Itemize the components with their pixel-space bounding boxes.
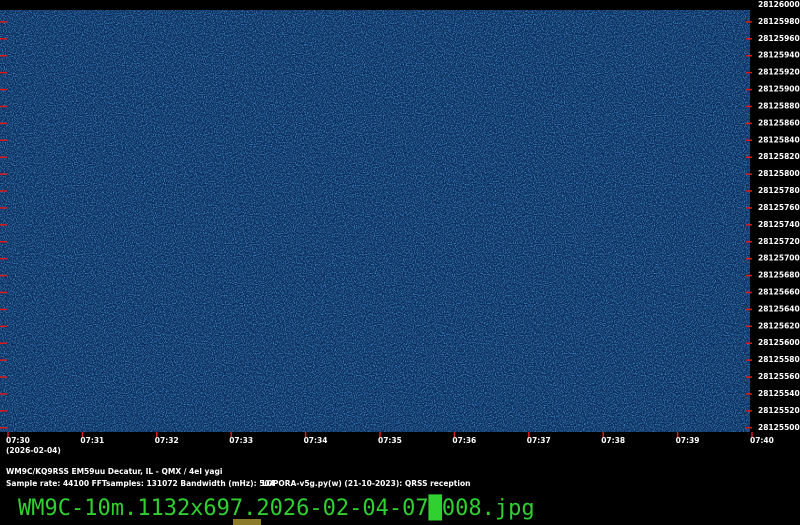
x-tick-label: 07:39 (676, 436, 700, 445)
x-tick-label: 07:34 (304, 436, 328, 445)
y-tick-label: 28125780 (758, 186, 800, 195)
y-tick-label: 28125760 (758, 203, 800, 212)
y-tick-label: 28125700 (758, 254, 800, 263)
x-tick-label: 07:38 (601, 436, 625, 445)
y-tick-label: 28125860 (758, 118, 800, 127)
x-tick-label: 07:31 (80, 436, 104, 445)
x-tick-label: 07:33 (229, 436, 253, 445)
y-tick-label: 28125520 (758, 406, 800, 415)
x-tick-label: 07:40 (750, 436, 774, 445)
spectrogram-noise (0, 10, 750, 432)
info-line: LOPORA-v5g.py(w) (21-10-2023): QRSS rece… (262, 479, 470, 488)
y-tick-label: 28125960 (758, 34, 800, 43)
y-tick-label: 28125540 (758, 389, 800, 398)
y-tick-label: 28125880 (758, 101, 800, 110)
y-tick-label: 28125560 (758, 372, 800, 381)
scroll-thumb (233, 519, 261, 525)
file-caption: WM9C-10m.1132x697.2026-02-04-07█008.jpg (18, 494, 535, 521)
y-tick-label: 28125640 (758, 304, 800, 313)
y-tick-label: 28125620 (758, 321, 800, 330)
x-axis-label: (2026-02-04) (6, 446, 61, 455)
x-tick-label: 07:36 (452, 436, 476, 445)
y-tick-label: 28125980 (758, 17, 800, 26)
x-tick-label: 07:30 (6, 436, 30, 445)
y-tick-label: 28125820 (758, 152, 800, 161)
x-tick-label: 07:35 (378, 436, 402, 445)
y-tick-label: 28125680 (758, 271, 800, 280)
y-tick-label: 28125720 (758, 237, 800, 246)
y-tick-label: 28125500 (758, 423, 800, 432)
y-tick-label: 28125740 (758, 220, 800, 229)
x-tick-label: 07:32 (155, 436, 179, 445)
y-tick-label: 28125800 (758, 169, 800, 178)
y-tick-label: 28126000 (758, 0, 800, 9)
x-tick-label: 07:37 (527, 436, 551, 445)
info-line: WM9C/KQ9RSS EM59uu Decatur, IL - QMX / 4… (6, 467, 222, 476)
y-tick-label: 28125840 (758, 135, 800, 144)
y-tick-label: 28125900 (758, 85, 800, 94)
info-line: Sample rate: 44100 FFTsamples: 131072 Ba… (6, 479, 275, 488)
y-tick-label: 28125600 (758, 338, 800, 347)
y-tick-label: 28125660 (758, 287, 800, 296)
y-tick-label: 28125580 (758, 355, 800, 364)
y-tick-label: 28125940 (758, 51, 800, 60)
y-tick-label: 28125920 (758, 68, 800, 77)
